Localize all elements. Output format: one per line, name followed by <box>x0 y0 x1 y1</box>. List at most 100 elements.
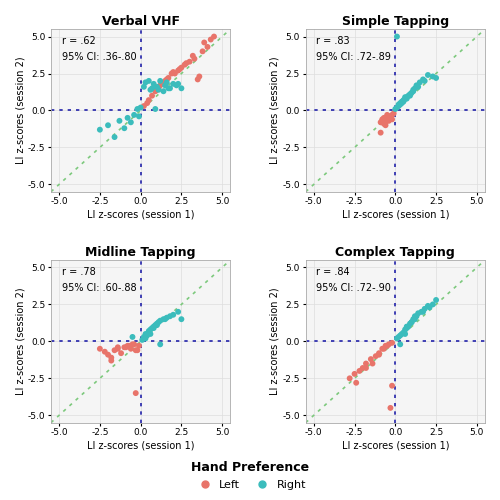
Point <box>182 59 190 67</box>
Point <box>156 82 164 90</box>
Point <box>383 116 391 124</box>
Point <box>145 77 153 85</box>
Point <box>385 117 393 125</box>
Point <box>200 38 208 46</box>
Point <box>146 326 154 334</box>
Point <box>178 315 186 323</box>
Point <box>432 296 440 304</box>
Point <box>145 327 153 335</box>
Point <box>114 345 122 353</box>
Point <box>148 92 156 100</box>
Point <box>174 80 182 88</box>
Point <box>388 382 396 390</box>
Point <box>136 104 144 112</box>
Point <box>394 102 402 110</box>
Point <box>146 86 154 94</box>
Point <box>127 118 135 126</box>
Point <box>128 340 136 348</box>
Point <box>210 32 218 40</box>
Point <box>96 345 104 353</box>
Point <box>130 111 138 119</box>
Point <box>156 316 164 324</box>
Point <box>396 340 404 348</box>
Point <box>400 328 407 336</box>
Point <box>108 356 116 364</box>
Point <box>358 364 366 372</box>
Point <box>154 84 162 92</box>
Point <box>96 126 104 134</box>
Point <box>142 330 150 338</box>
Point <box>367 355 375 363</box>
Point <box>398 99 406 107</box>
Point <box>368 360 376 368</box>
Point <box>108 354 116 362</box>
Point <box>138 336 146 344</box>
Point <box>130 340 138 348</box>
Point <box>385 114 393 122</box>
Point <box>153 320 161 328</box>
Point <box>429 72 437 80</box>
Point <box>424 71 432 79</box>
Point <box>122 344 130 351</box>
Point <box>375 350 383 358</box>
Point <box>414 310 422 318</box>
Point <box>410 86 418 94</box>
Point <box>162 78 170 86</box>
Text: r = .62: r = .62 <box>62 36 96 46</box>
Point <box>161 315 169 323</box>
Point <box>172 82 180 90</box>
Point <box>401 94 409 102</box>
Point <box>178 84 186 92</box>
Point <box>186 58 194 66</box>
Point <box>142 334 150 342</box>
Point <box>402 324 410 332</box>
Point <box>174 66 182 74</box>
Point <box>420 77 428 85</box>
Point <box>380 114 388 122</box>
Point <box>152 88 160 96</box>
Point <box>418 308 426 316</box>
Point <box>169 311 177 319</box>
Point <box>352 379 360 387</box>
Point <box>410 88 418 96</box>
Text: 95% CI: .36-.80: 95% CI: .36-.80 <box>62 52 136 62</box>
Point <box>161 82 169 90</box>
Point <box>432 74 440 82</box>
Text: 95% CI: .60-.88: 95% CI: .60-.88 <box>62 283 136 293</box>
Point <box>174 308 182 316</box>
Point <box>378 116 386 124</box>
Point <box>152 321 160 329</box>
Point <box>400 96 407 104</box>
Point <box>420 305 428 313</box>
Point <box>419 76 427 84</box>
Point <box>404 322 412 330</box>
Point <box>378 345 386 353</box>
Point <box>411 312 419 320</box>
Point <box>132 389 140 397</box>
Point <box>398 330 406 338</box>
Point <box>171 70 179 78</box>
X-axis label: LI z-scores (session 1): LI z-scores (session 1) <box>87 440 194 450</box>
Point <box>406 90 414 98</box>
Point <box>386 112 394 120</box>
Point <box>396 100 404 108</box>
Point <box>180 60 188 68</box>
Point <box>169 80 177 88</box>
Point <box>153 83 161 91</box>
Point <box>396 332 404 340</box>
Title: Midline Tapping: Midline Tapping <box>86 246 196 259</box>
Point <box>393 32 401 40</box>
Point <box>388 116 396 124</box>
Point <box>402 322 410 330</box>
Point <box>134 346 141 354</box>
Point <box>411 84 419 92</box>
Point <box>412 312 420 320</box>
Y-axis label: LI z-scores (session 2): LI z-scores (session 2) <box>270 56 280 164</box>
Point <box>408 88 416 96</box>
Point <box>156 340 164 348</box>
X-axis label: LI z-scores (session 1): LI z-scores (session 1) <box>87 209 194 219</box>
Point <box>169 68 177 76</box>
Text: r = .84: r = .84 <box>316 266 350 276</box>
Point <box>114 344 122 351</box>
Y-axis label: LI z-scores (session 2): LI z-scores (session 2) <box>15 56 25 164</box>
